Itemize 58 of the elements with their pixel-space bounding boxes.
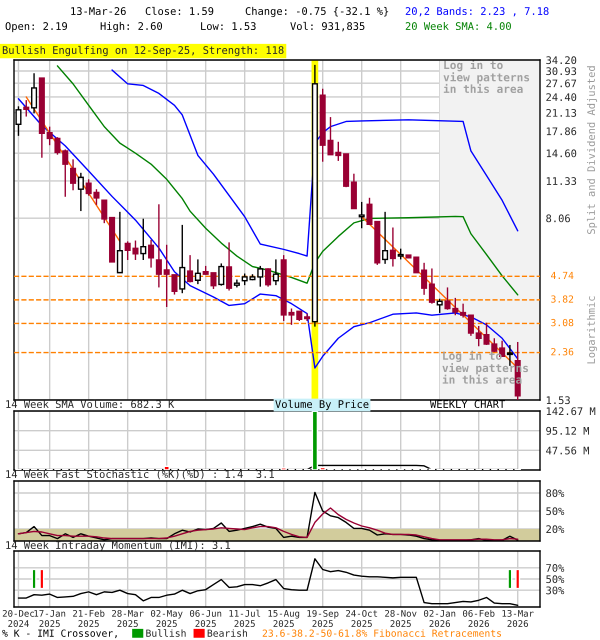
x-tick-label: 19-Sep 2025	[307, 610, 338, 627]
text: 13-Mar-26	[71, 7, 126, 16]
chart-title: 14 Week Fast Stochastic (%K)(%D) : 1.4 3.1	[6, 470, 274, 480]
y-tick-label: 47.56 M	[546, 446, 590, 454]
y-tick-label: 17.86	[546, 127, 576, 136]
text: Change: -0.75 {-32.1 %}	[246, 6, 388, 18]
x-tick-label: 21-Feb 2025	[73, 610, 104, 627]
text: 23.6-38.2-50-61.8% Fibonacci Retracements	[262, 629, 502, 637]
x-tick-label: 20-Dec 2024	[2, 610, 34, 627]
x-tick-label: 02-Jan 2026	[424, 610, 456, 627]
text: Split and Dividend Adjusted	[586, 66, 598, 234]
x-tick-label: 28-Nov 2025	[385, 610, 417, 627]
y-tick-label: 80%	[546, 489, 564, 498]
chart-title: 14 Week SMA Volume: 682.3 K	[6, 400, 174, 408]
y-tick-label: 70%	[546, 564, 564, 572]
y-tick-label: 14.60	[546, 149, 576, 158]
y-tick-label: 24.40	[546, 93, 576, 102]
annotation: Volume By Price	[275, 400, 368, 410]
text: Logarithmic	[586, 296, 598, 364]
y-tick-label: 20%	[546, 525, 564, 534]
y-tick-label: 8.06	[546, 214, 570, 222]
y-tick-label: 50%	[546, 575, 564, 584]
text: High: 2.60	[100, 22, 162, 32]
y-tick-label: 27.67	[546, 79, 576, 88]
text: Open: 2.19	[6, 22, 68, 32]
y-tick-label: 21.13	[546, 108, 576, 117]
text: Close: 1.59	[146, 6, 214, 16]
y-tick-label: 11.33	[546, 177, 576, 186]
x-tick-label: 15-Aug 2025	[268, 610, 300, 627]
chart-title: Bullish Engulfing on 12-Sep-25, Strength: 118	[2, 46, 284, 56]
ref-line-label: 3.82	[551, 295, 574, 303]
x-tick-label: 13-Mar 2026	[502, 610, 534, 627]
ref-line-label: 3.08	[551, 318, 574, 326]
x-tick-label: 02-May 2025	[150, 610, 183, 627]
legend-label: Bullish	[146, 629, 186, 637]
text: 20 Week SMA: 4.00	[406, 22, 511, 30]
x-tick-label: 28-Mar 2025	[112, 610, 144, 627]
text: Low: 1.53	[201, 22, 256, 30]
y-tick-label: 34.20	[546, 56, 576, 64]
band-label: Log in to view patterns in this area	[443, 60, 530, 94]
x-tick-label: 17-Jan 2025	[34, 610, 66, 627]
y-tick-label: 50%	[546, 507, 564, 516]
y-tick-label: 30%	[546, 586, 564, 594]
text: 20,2 Bands: 2.23 , 7.18	[406, 6, 549, 16]
text: % K - IMI Crossover,	[2, 629, 117, 638]
x-tick-label: 06-Jun 2025	[190, 610, 222, 627]
ref-line-label: 2.36	[551, 348, 574, 356]
x-tick-label: 24-Oct 2025	[346, 610, 378, 627]
y-tick-label: 30.93	[546, 67, 576, 76]
text: Vol: 931,835	[290, 22, 364, 32]
x-tick-label: 11-Jul 2025	[229, 610, 260, 627]
y-tick-label: 1.53	[546, 396, 570, 404]
chart-title: 14 Week Intraday Momentum (IMI): 3.1	[6, 540, 230, 552]
x-tick-label: 06-Feb 2026	[462, 610, 494, 627]
legend-label: Bearish	[208, 629, 247, 637]
ref-line-label: 4.74	[551, 272, 574, 279]
y-tick-label: 95.12 M	[546, 426, 590, 435]
y-tick-label: 142.67 M	[546, 407, 596, 416]
